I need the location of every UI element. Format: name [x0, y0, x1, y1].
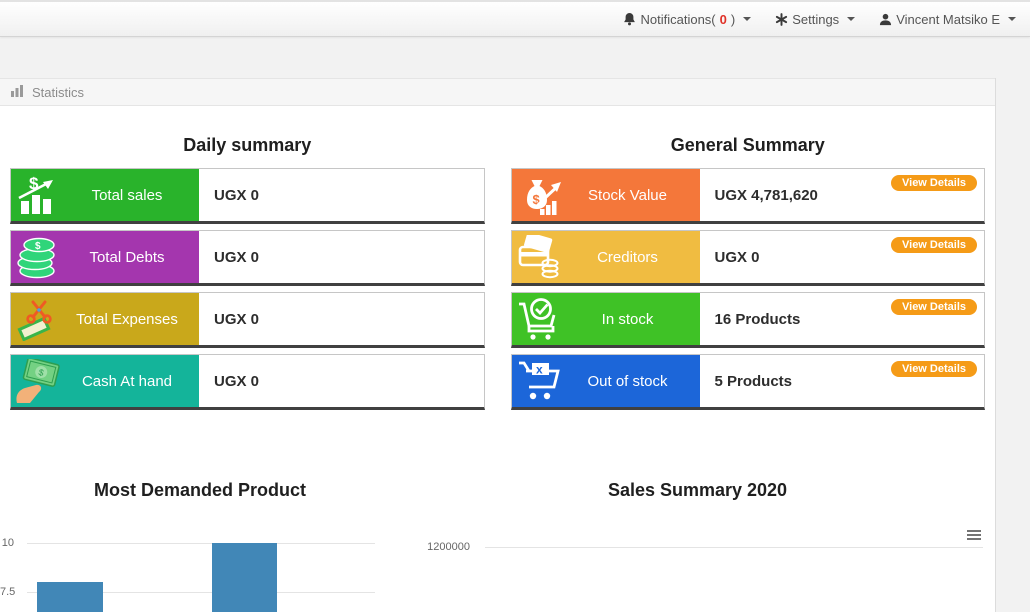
summary-card-label-box: In stock: [511, 293, 700, 345]
sales-summary-chart-title: Sales Summary 2020: [607, 480, 788, 500]
daily-summary-section: Daily summary $ Total sales UGX 0 $ Tota…: [10, 106, 485, 416]
chevron-down-icon: [743, 17, 752, 21]
chevron-down-icon: [847, 17, 856, 21]
sales-summary-plot: 1200000: [400, 525, 995, 612]
user-name: Vincent Matsiko E: [896, 11, 1000, 27]
most-demanded-plot: 10 7.5: [0, 525, 400, 612]
svg-text:x: x: [536, 363, 543, 377]
statistics-header-label: Statistics: [32, 84, 85, 100]
summary-card-value: 16 Products: [714, 310, 801, 328]
summary-card-label: Cash At hand: [81, 372, 173, 390]
summary-card-label: Creditors: [597, 248, 658, 266]
summary-card-label-box: $ Total sales: [11, 169, 199, 221]
gridline: [27, 592, 375, 593]
general-summary-cards: $ Stock Value UGX 4,781,620 View Details…: [510, 168, 985, 410]
credit-card-coins-icon: [512, 235, 568, 279]
scissors-money-icon: [11, 297, 67, 341]
view-details-button[interactable]: View Details: [891, 175, 977, 191]
statistics-header: Statistics: [0, 78, 995, 106]
statistics-panel: Statistics Daily summary $ Total sales U…: [0, 78, 996, 612]
summary-card-value: UGX 0: [214, 310, 260, 328]
hamburger-menu-icon[interactable]: [965, 526, 983, 544]
summary-card-label: In stock: [601, 310, 654, 328]
summary-card: $ Stock Value UGX 4,781,620 View Details: [510, 168, 985, 224]
y-axis-tick: 7.5: [0, 586, 16, 598]
view-details-button[interactable]: View Details: [891, 237, 977, 253]
sales-summary-chart: Sales Summary 2020 1200000: [400, 480, 995, 612]
summary-card-label-box: x Out of stock: [511, 355, 700, 407]
cart-check-icon: [512, 296, 568, 342]
coins-stack-icon: $: [11, 235, 67, 279]
settings-menu[interactable]: Settings: [775, 11, 856, 27]
summary-card-label: Stock Value: [588, 186, 667, 204]
summary-card-label: Total sales: [91, 186, 163, 204]
summary-card-value: UGX 0: [214, 248, 260, 266]
top-navbar: Notifications(0) Settings Vincent Matsik…: [0, 0, 1030, 37]
summary-card-label-box: Total Expenses: [11, 293, 199, 345]
summary-card-value: UGX 4,781,620: [714, 186, 818, 204]
summary-card-label-box: $ Stock Value: [511, 169, 700, 221]
summary-card-value: 5 Products: [714, 372, 793, 390]
summary-card: $ Total Debts UGX 0: [10, 230, 485, 286]
y-axis-tick: 1200000: [427, 541, 470, 553]
user-menu[interactable]: Vincent Matsiko E: [879, 12, 1016, 27]
gear-icon: [775, 12, 788, 26]
bar-chart-icon: [11, 84, 25, 100]
money-bag-chart-icon: $: [512, 173, 568, 217]
sales-growth-icon: $: [11, 174, 67, 216]
summary-card: $ Cash At hand UGX 0: [10, 354, 485, 410]
svg-text:$: $: [35, 241, 41, 252]
view-details-button[interactable]: View Details: [891, 361, 977, 377]
summary-card-value: UGX 0: [714, 248, 760, 266]
summary-card: $ Total sales UGX 0: [10, 168, 485, 224]
statistics-body: Daily summary $ Total sales UGX 0 $ Tota…: [0, 106, 995, 612]
summary-card-label: Out of stock: [587, 372, 668, 390]
summary-card-label: Total Debts: [89, 248, 165, 266]
daily-summary-title: Daily summary: [183, 135, 312, 155]
most-demanded-chart-title: Most Demanded Product: [93, 480, 307, 500]
hand-cash-icon: $: [11, 359, 67, 403]
bar-series-column: [212, 543, 277, 612]
general-summary-section: General Summary $ Stock Value UGX 4,781,…: [510, 106, 985, 416]
summary-card-label-box: $ Cash At hand: [11, 355, 199, 407]
summary-card: Creditors UGX 0 View Details: [510, 230, 985, 286]
user-icon: [879, 13, 892, 26]
notifications-menu[interactable]: Notifications(0): [623, 11, 752, 27]
summary-card: In stock 16 Products View Details: [510, 292, 985, 348]
chevron-down-icon: [1008, 17, 1016, 21]
svg-text:$: $: [532, 192, 540, 207]
cart-x-icon: x: [512, 359, 568, 403]
summary-card-label-box: $ Total Debts: [11, 231, 199, 283]
summary-card-label-box: Creditors: [511, 231, 700, 283]
bar-series-column: [37, 582, 103, 612]
notifications-label-close: ): [730, 11, 736, 27]
view-details-button[interactable]: View Details: [891, 299, 977, 315]
notifications-count: 0: [719, 11, 727, 27]
daily-summary-cards: $ Total sales UGX 0 $ Total Debts UGX 0 …: [10, 168, 485, 410]
most-demanded-chart: Most Demanded Product 10 7.5: [0, 480, 400, 612]
summary-card: Total Expenses UGX 0: [10, 292, 485, 348]
y-axis-tick: 10: [1, 537, 14, 549]
svg-text:$: $: [29, 174, 39, 193]
general-summary-title: General Summary: [670, 135, 825, 155]
gridline: [27, 543, 375, 544]
summary-card-value: UGX 0: [214, 186, 260, 204]
charts-row: Most Demanded Product 10 7.5 Sales Summar…: [0, 480, 995, 612]
summary-card-value: UGX 0: [214, 372, 260, 390]
notifications-label: Notifications(: [640, 11, 716, 27]
settings-label: Settings: [792, 11, 840, 27]
summary-card: x Out of stock 5 Products View Details: [510, 354, 985, 410]
summary-card-label: Total Expenses: [76, 310, 178, 328]
bell-icon: [623, 12, 636, 26]
gridline: [485, 547, 983, 548]
svg-text:$: $: [37, 367, 44, 378]
